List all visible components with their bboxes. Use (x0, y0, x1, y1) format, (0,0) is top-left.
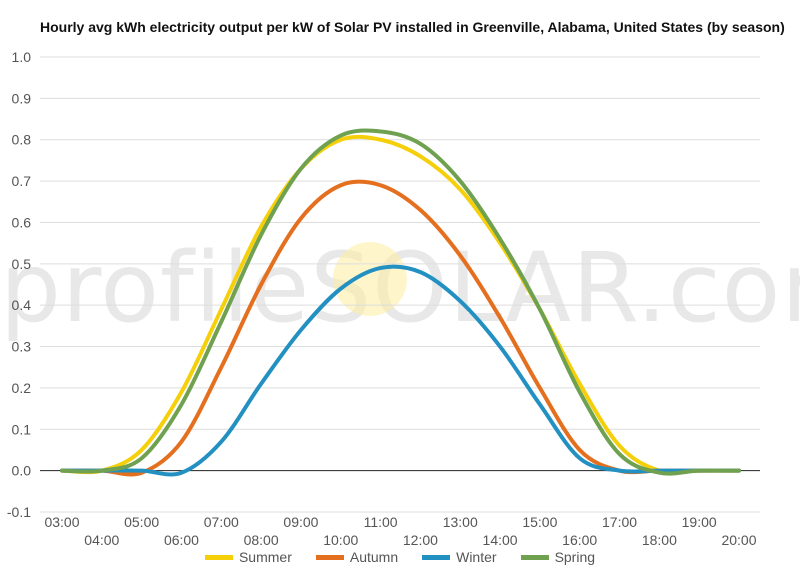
y-tick-label: 0.7 (12, 173, 32, 189)
legend-label: Spring (554, 549, 596, 565)
y-tick-label: 0.2 (12, 380, 32, 396)
x-tick-label: 14:00 (483, 532, 518, 548)
y-tick-label: 0.5 (12, 256, 32, 272)
x-tick-label: 04:00 (84, 532, 119, 548)
x-tick-label: 17:00 (602, 514, 637, 530)
x-tick-label: 05:00 (124, 514, 159, 530)
legend-swatch (204, 554, 233, 560)
chart-title: Hourly avg kWh electricity output per kW… (40, 19, 785, 35)
legend-item-spring: Spring (520, 549, 596, 565)
y-tick-label: 0.1 (12, 421, 32, 437)
x-tick-label: 06:00 (164, 532, 199, 548)
x-tick-label: 03:00 (44, 514, 79, 530)
series-line-winter (60, 264, 741, 477)
legend-swatch (520, 554, 549, 560)
legend-label: Winter (456, 549, 497, 565)
x-tick-label: 19:00 (682, 514, 717, 530)
watermark-sun-icon (333, 242, 407, 316)
series-line-summer (60, 134, 741, 475)
legend-label: Autumn (349, 549, 399, 565)
x-tick-label: 18:00 (642, 532, 677, 548)
x-tick-label: 08:00 (244, 532, 279, 548)
x-tick-label: 11:00 (364, 514, 398, 530)
legend: Summer Autumn Winter Spring (0, 549, 800, 565)
y-tick-label: 0.8 (12, 132, 32, 148)
legend-item-summer: Summer (204, 549, 292, 565)
x-tick-label: 16:00 (562, 532, 597, 548)
legend-item-winter: Winter (422, 549, 497, 565)
x-tick-label: 10:00 (323, 532, 358, 548)
legend-item-autumn: Autumn (315, 549, 399, 565)
y-tick-label: 0.9 (12, 90, 32, 106)
y-tick-label: 1.0 (12, 49, 32, 65)
x-tick-label: 20:00 (721, 532, 756, 548)
series-line-spring (60, 128, 741, 476)
x-tick-label: 15:00 (522, 514, 557, 530)
y-tick-label: 0.6 (12, 214, 32, 230)
x-tick-label: 09:00 (283, 514, 318, 530)
legend-label: Summer (238, 549, 292, 565)
y-tick-label: 0.3 (12, 339, 32, 355)
legend-swatch (315, 554, 344, 560)
y-tick-label: 0.0 (12, 463, 32, 479)
legend-swatch (422, 554, 451, 560)
y-tick-label: -0.1 (7, 504, 31, 520)
y-tick-label: 0.4 (12, 297, 32, 313)
x-tick-label: 13:00 (443, 514, 478, 530)
x-tick-label: 07:00 (204, 514, 239, 530)
x-tick-label: 12:00 (403, 532, 438, 548)
